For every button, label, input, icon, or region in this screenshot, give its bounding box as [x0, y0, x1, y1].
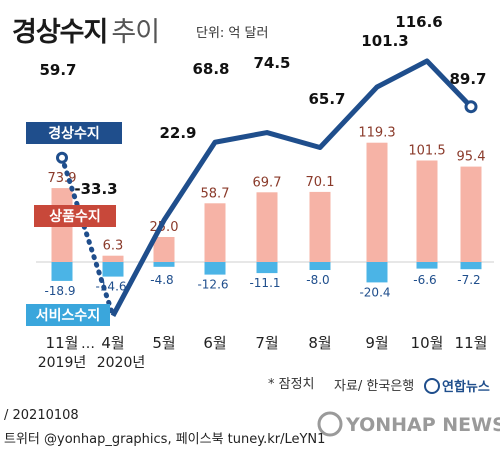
goods-bar: [416, 160, 438, 262]
goods-bar-label: 69.7: [253, 175, 282, 190]
category-year-label: 2020년: [97, 355, 146, 371]
footer-date-code: / 20210108: [4, 408, 79, 423]
category-label: 8월: [308, 334, 331, 352]
service-bar: [256, 262, 278, 274]
category-label: 4월: [101, 334, 124, 352]
service-bar: [102, 262, 124, 277]
service-bar-label: -4.8: [150, 273, 173, 287]
service-bar: [366, 262, 388, 283]
current-account-label: 68.8: [192, 60, 229, 78]
service-bar-label: -11.1: [249, 276, 280, 290]
current-account-label: 22.9: [159, 124, 196, 142]
legend-tag-label: 경상수지: [48, 125, 100, 142]
goods-bar-label: 101.5: [408, 144, 445, 159]
provisional-note: * 잠정치: [268, 377, 315, 392]
goods-bar: [460, 166, 482, 262]
yonhap-watermark-icon: [317, 411, 343, 437]
current-account-label: -33.3: [74, 180, 117, 198]
category-label: 10월: [411, 334, 444, 352]
current-account-point: [464, 100, 478, 114]
source-note: 자료/ 한국은행: [334, 378, 414, 394]
category-label: 6월: [203, 334, 226, 352]
category-year-label: 2019년: [38, 355, 87, 371]
service-bar: [460, 262, 482, 270]
service-bar: [153, 262, 175, 267]
current-account-label: 65.7: [308, 90, 345, 108]
title-suffix: 추이: [111, 17, 160, 48]
goods-bar-label: 119.3: [358, 126, 395, 141]
service-bar-label: -6.6: [413, 273, 436, 287]
current-account-label: 59.7: [39, 61, 76, 79]
current-account-label: 101.3: [361, 32, 408, 50]
goods-bar-label: 73.9: [48, 171, 77, 186]
service-bar: [204, 262, 226, 275]
unit-label: 단위: 억 달러: [196, 26, 269, 41]
category-label: 11월: [455, 334, 488, 352]
brand-english: YONHAP NEWS: [345, 414, 500, 436]
legend-tag: [26, 304, 110, 326]
current-account-dotted-segment: [59, 155, 116, 319]
service-bar-label: -8.0: [306, 273, 329, 287]
goods-bar-label: 58.7: [201, 186, 230, 201]
category-label: 9월: [365, 334, 388, 352]
legend-tag: [34, 205, 116, 227]
current-account-label: 116.6: [395, 13, 442, 31]
goods-bar-label: 70.1: [306, 175, 335, 190]
goods-bar-label: 95.4: [457, 150, 486, 165]
axis-break-ellipsis: …: [81, 336, 95, 352]
service-bar-label: -18.9: [44, 284, 75, 298]
goods-bar: [309, 191, 331, 262]
goods-bar: [102, 255, 124, 262]
current-account-label: 89.7: [449, 70, 486, 88]
goods-bar-label: 6.3: [103, 239, 124, 254]
goods-bar: [204, 203, 226, 262]
service-bar: [416, 262, 438, 269]
category-label: 11월: [46, 334, 79, 352]
yonhap-logo-icon: [424, 378, 440, 394]
service-bar-label: -20.4: [359, 285, 390, 299]
category-label: 7월: [255, 334, 278, 352]
service-bar: [309, 262, 331, 270]
current-account-label: 74.5: [253, 54, 290, 72]
current-account-line: [110, 58, 473, 317]
service-bar-label: -12.6: [197, 278, 228, 292]
goods-bar: [256, 192, 278, 262]
category-label: 5월: [152, 334, 175, 352]
brand-korean: 연합뉴스: [442, 379, 490, 395]
goods-bar: [153, 237, 175, 262]
service-bar: [51, 262, 73, 281]
current-account-point: [56, 151, 68, 164]
legend-tag-label: 상품수지: [49, 209, 101, 225]
title-main: 경상수지: [12, 17, 108, 48]
goods-bar: [366, 142, 388, 262]
service-bar-label: -7.2: [457, 273, 480, 287]
page-title: 경상수지 추이: [12, 10, 160, 49]
legend-tag: [26, 122, 122, 144]
footer-sns: 트위터 @yonhap_graphics, 페이스북 tuney.kr/LeYN…: [4, 432, 326, 447]
legend-tag-label: 서비스수지: [36, 308, 100, 324]
